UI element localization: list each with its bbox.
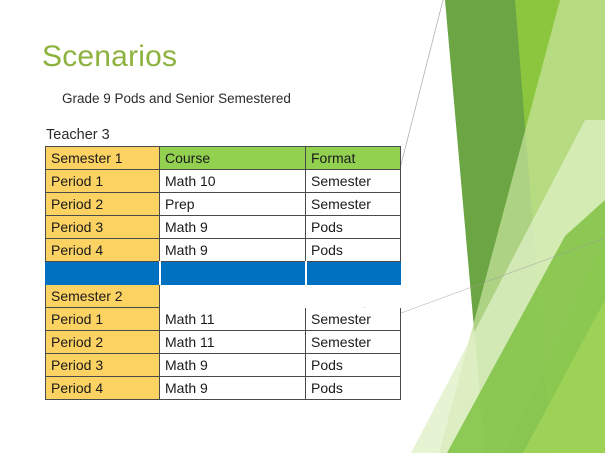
cell-format: Semester [305,330,401,354]
table-row: Period 1 Math 10 Semester [45,169,401,193]
cell-separator-right [304,261,401,285]
cell-period: Period 1 [45,307,160,331]
cell-course: Math 9 [159,353,306,377]
cell-separator-left [45,261,160,285]
table-row-subheader: Semester 2 [45,284,401,308]
cell-format-header: Format [305,146,401,170]
table-row: Period 4 Math 9 Pods [45,376,401,400]
deco-shape-leaf [447,200,605,453]
deco-shape-pale [439,0,605,453]
cell-format: Semester [305,307,401,331]
table-row: Period 2 Math 11 Semester [45,330,401,354]
cell-format: Pods [305,376,401,400]
cell-format: Pods [305,238,401,262]
cell-semester-1-header: Semester 1 [45,146,160,170]
table-row: Period 1 Math 11 Semester [45,307,401,331]
cell-course: Math 9 [159,238,306,262]
deco-shape-dark [445,0,605,453]
cell-format-blank [305,284,401,308]
cell-period: Period 2 [45,330,160,354]
cell-period: Period 2 [45,192,160,216]
cell-format: Semester [305,169,401,193]
deco-shape-highlight [523,300,605,453]
table-row: Period 2 Prep Semester [45,192,401,216]
schedule-table: Semester 1 Course Format Period 1 Math 1… [45,146,401,400]
cell-semester-2-header: Semester 2 [45,284,160,308]
page-title: Scenarios [42,40,178,73]
cell-period: Period 3 [45,353,160,377]
table-row-header: Semester 1 Course Format [45,146,401,170]
cell-course: Math 11 [159,307,306,331]
cell-format: Semester [305,192,401,216]
cell-period: Period 3 [45,215,160,239]
cell-period: Period 4 [45,238,160,262]
cell-course-blank [159,284,306,308]
table-row: Period 3 Math 9 Pods [45,353,401,377]
table-row-separator [45,261,401,285]
cell-course: Math 10 [159,169,306,193]
deco-shape-brightgreen [515,0,605,453]
deco-shape-midgreen [365,0,605,453]
cell-period: Period 1 [45,169,160,193]
table-row: Period 3 Math 9 Pods [45,215,401,239]
table-row: Period 4 Math 9 Pods [45,238,401,262]
deco-shape-palest [411,120,605,453]
cell-course: Math 9 [159,376,306,400]
cell-separator-middle [158,261,306,285]
cell-course: Prep [159,192,306,216]
cell-format: Pods [305,215,401,239]
cell-course: Math 11 [159,330,306,354]
cell-course: Math 9 [159,215,306,239]
cell-format: Pods [305,353,401,377]
cell-course-header: Course [159,146,306,170]
page-subtitle: Grade 9 Pods and Senior Semestered [62,91,291,106]
cell-period: Period 4 [45,376,160,400]
teacher-label: Teacher 3 [46,127,110,143]
